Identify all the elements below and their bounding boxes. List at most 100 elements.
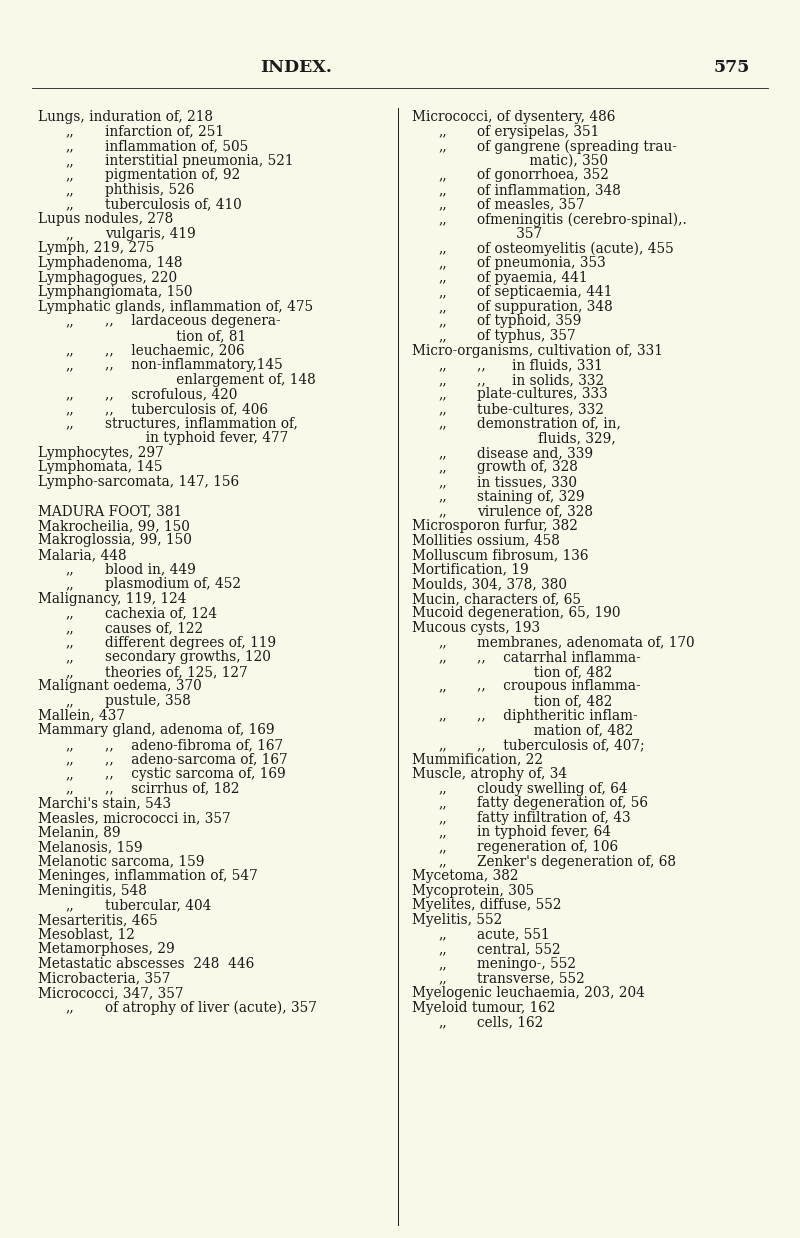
Text: ,,: ,, — [65, 387, 74, 401]
Text: ,,: ,, — [438, 358, 446, 373]
Text: ,,    cystic sarcoma of, 169: ,, cystic sarcoma of, 169 — [105, 768, 286, 781]
Text: Malignancy, 119, 124: Malignancy, 119, 124 — [38, 592, 186, 605]
Text: ,,: ,, — [65, 344, 74, 358]
Text: of osteomyelitis (acute), 455: of osteomyelitis (acute), 455 — [477, 241, 674, 256]
Text: cloudy swelling of, 64: cloudy swelling of, 64 — [477, 781, 628, 796]
Text: ,,: ,, — [65, 695, 74, 708]
Text: ,,: ,, — [438, 373, 446, 386]
Text: of typhus, 357: of typhus, 357 — [477, 329, 576, 343]
Text: of erysipelas, 351: of erysipelas, 351 — [477, 125, 599, 139]
Text: pustule, 358: pustule, 358 — [105, 695, 191, 708]
Text: ,,: ,, — [438, 957, 446, 971]
Text: ,,: ,, — [65, 154, 74, 168]
Text: Lympho-sarcomata, 147, 156: Lympho-sarcomata, 147, 156 — [38, 475, 239, 489]
Text: Lymphagogues, 220: Lymphagogues, 220 — [38, 271, 177, 285]
Text: ,,    non-inflammatory,145: ,, non-inflammatory,145 — [105, 358, 282, 373]
Text: ,,: ,, — [438, 212, 446, 227]
Text: ,,: ,, — [438, 826, 446, 839]
Text: ,,: ,, — [438, 314, 446, 328]
Text: ,,    diphtheritic inflam-: ,, diphtheritic inflam- — [477, 708, 638, 723]
Text: Mollities ossium, 458: Mollities ossium, 458 — [412, 534, 560, 547]
Text: interstitial pneumonia, 521: interstitial pneumonia, 521 — [105, 154, 294, 168]
Text: ,,: ,, — [438, 285, 446, 300]
Text: tube-cultures, 332: tube-cultures, 332 — [477, 402, 604, 416]
Text: in typhoid fever, 477: in typhoid fever, 477 — [115, 431, 288, 446]
Text: enlargement of, 148: enlargement of, 148 — [115, 373, 316, 386]
Text: of atrophy of liver (acute), 357: of atrophy of liver (acute), 357 — [105, 1000, 317, 1015]
Text: ,,: ,, — [438, 635, 446, 650]
Text: plasmodium of, 452: plasmodium of, 452 — [105, 577, 241, 592]
Text: ,,: ,, — [438, 402, 446, 416]
Text: Mortification, 19: Mortification, 19 — [412, 562, 529, 577]
Text: inflammation of, 505: inflammation of, 505 — [105, 139, 248, 154]
Text: ,,: ,, — [438, 387, 446, 401]
Text: ,,: ,, — [65, 139, 74, 154]
Text: Mummification, 22: Mummification, 22 — [412, 753, 543, 766]
Text: Microbacteria, 357: Microbacteria, 357 — [38, 972, 170, 985]
Text: Measles, micrococci in, 357: Measles, micrococci in, 357 — [38, 811, 230, 825]
Text: Microsporon furfur, 382: Microsporon furfur, 382 — [412, 519, 578, 532]
Text: different degrees of, 119: different degrees of, 119 — [105, 635, 276, 650]
Text: ,,: ,, — [65, 125, 74, 139]
Text: ,,: ,, — [438, 168, 446, 182]
Text: ,,: ,, — [65, 168, 74, 182]
Text: meningo-, 552: meningo-, 552 — [477, 957, 576, 971]
Text: ,,: ,, — [438, 854, 446, 869]
Text: Makroglossia, 99, 150: Makroglossia, 99, 150 — [38, 534, 192, 547]
Text: ,,: ,, — [438, 125, 446, 139]
Text: ,,: ,, — [438, 461, 446, 474]
Text: ,,: ,, — [65, 417, 74, 431]
Text: disease and, 339: disease and, 339 — [477, 446, 593, 459]
Text: ,,: ,, — [438, 650, 446, 665]
Text: ,,: ,, — [438, 241, 446, 255]
Text: plate-cultures, 333: plate-cultures, 333 — [477, 387, 608, 401]
Text: ,,    adeno-fibroma of, 167: ,, adeno-fibroma of, 167 — [105, 738, 283, 751]
Text: transverse, 552: transverse, 552 — [477, 972, 585, 985]
Text: Mucoid degeneration, 65, 190: Mucoid degeneration, 65, 190 — [412, 607, 621, 620]
Text: in typhoid fever, 64: in typhoid fever, 64 — [477, 826, 611, 839]
Text: ,,: ,, — [438, 942, 446, 956]
Text: Lupus nodules, 278: Lupus nodules, 278 — [38, 212, 174, 227]
Text: tion of, 482: tion of, 482 — [490, 695, 612, 708]
Text: ,,: ,, — [65, 314, 74, 328]
Text: ,,    lardaceous degenera-: ,, lardaceous degenera- — [105, 314, 281, 328]
Text: ,,: ,, — [65, 621, 74, 635]
Text: secondary growths, 120: secondary growths, 120 — [105, 650, 271, 665]
Text: ,,    leuchaemic, 206: ,, leuchaemic, 206 — [105, 344, 245, 358]
Text: of pneumonia, 353: of pneumonia, 353 — [477, 256, 606, 270]
Text: Malignant oedema, 370: Malignant oedema, 370 — [38, 680, 202, 693]
Text: 357: 357 — [490, 227, 542, 241]
Text: Micrococci, 347, 357: Micrococci, 347, 357 — [38, 985, 183, 1000]
Text: ,,: ,, — [438, 1015, 446, 1029]
Text: ,,: ,, — [65, 753, 74, 766]
Text: ,,: ,, — [438, 271, 446, 285]
Text: ,,: ,, — [438, 446, 446, 459]
Text: ofmeningitis (cerebro-spinal),.: ofmeningitis (cerebro-spinal),. — [477, 212, 686, 227]
Text: Mesarteritis, 465: Mesarteritis, 465 — [38, 912, 158, 927]
Text: ,,: ,, — [65, 650, 74, 665]
Text: fatty degeneration of, 56: fatty degeneration of, 56 — [477, 796, 648, 810]
Text: Metastatic abscesses  248  446: Metastatic abscesses 248 446 — [38, 957, 254, 971]
Text: ,,: ,, — [65, 768, 74, 781]
Text: of measles, 357: of measles, 357 — [477, 198, 585, 212]
Text: mation of, 482: mation of, 482 — [490, 723, 634, 737]
Text: Mammary gland, adenoma of, 169: Mammary gland, adenoma of, 169 — [38, 723, 274, 737]
Text: staining of, 329: staining of, 329 — [477, 489, 585, 504]
Text: tuberculosis of, 410: tuberculosis of, 410 — [105, 198, 242, 212]
Text: Lymphadenoma, 148: Lymphadenoma, 148 — [38, 256, 182, 270]
Text: Mucin, characters of, 65: Mucin, characters of, 65 — [412, 592, 581, 605]
Text: ,,: ,, — [65, 738, 74, 751]
Text: ,,: ,, — [438, 738, 446, 751]
Text: ,,    scrofulous, 420: ,, scrofulous, 420 — [105, 387, 238, 401]
Text: ,,: ,, — [438, 504, 446, 519]
Text: ,,: ,, — [65, 665, 74, 678]
Text: ,,: ,, — [65, 198, 74, 212]
Text: ,,: ,, — [438, 841, 446, 854]
Text: phthisis, 526: phthisis, 526 — [105, 183, 194, 197]
Text: of pyaemia, 441: of pyaemia, 441 — [477, 271, 587, 285]
Text: ,,      in solids, 332: ,, in solids, 332 — [477, 373, 604, 386]
Text: Molluscum fibrosum, 136: Molluscum fibrosum, 136 — [412, 548, 589, 562]
Text: Moulds, 304, 378, 380: Moulds, 304, 378, 380 — [412, 577, 567, 592]
Text: pigmentation of, 92: pigmentation of, 92 — [105, 168, 240, 182]
Text: ,,: ,, — [65, 227, 74, 241]
